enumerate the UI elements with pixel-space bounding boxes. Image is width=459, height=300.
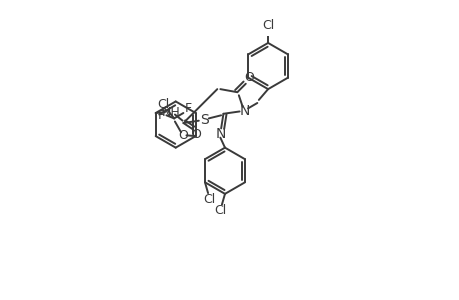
Text: Cl: Cl <box>262 20 274 32</box>
Text: S: S <box>200 113 209 127</box>
Text: O: O <box>244 71 254 84</box>
Text: F: F <box>157 109 164 122</box>
Text: N: N <box>215 127 225 141</box>
Text: N: N <box>239 104 250 118</box>
Text: O: O <box>178 129 188 142</box>
Text: Cl: Cl <box>214 204 226 217</box>
Text: NH: NH <box>162 106 180 119</box>
Text: Cl: Cl <box>203 193 215 206</box>
Text: O: O <box>191 128 201 141</box>
Text: F: F <box>184 102 191 115</box>
Text: Cl: Cl <box>157 98 169 111</box>
